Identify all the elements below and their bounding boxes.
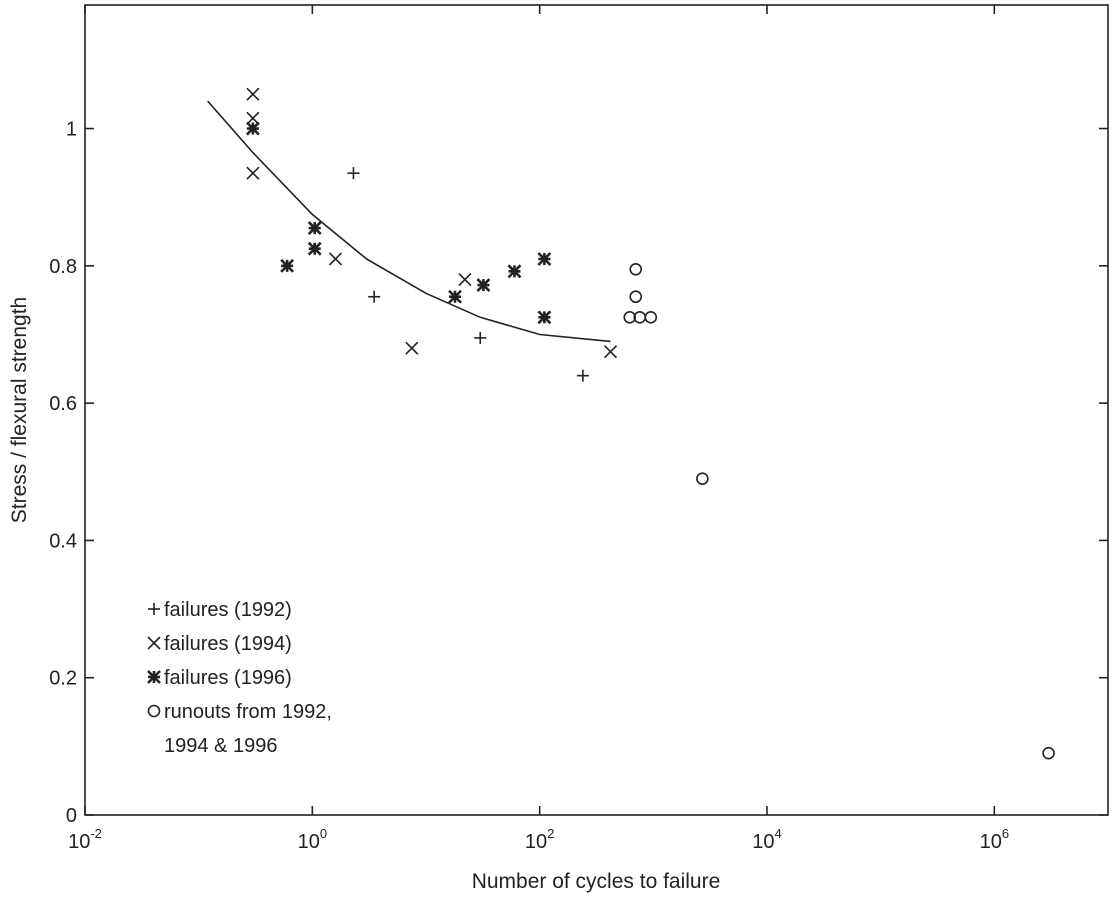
axis-ticks	[84, 5, 1108, 816]
point-asterisk	[245, 121, 260, 136]
point-asterisk	[537, 252, 552, 266]
point-x	[405, 341, 419, 355]
legend-label: runouts from 1992,	[164, 701, 332, 723]
point-x	[246, 87, 260, 101]
point-x	[246, 111, 260, 125]
legend-label: failures (1994)	[164, 633, 292, 655]
x-tick-label: 102	[525, 826, 554, 853]
point-x	[458, 273, 472, 287]
data-points	[245, 87, 1055, 760]
axis-tick-labels: 10-2 100 102 104 106 0 0.2 0.4 0.6 0.8 1	[49, 119, 1009, 853]
point-circle	[696, 472, 709, 485]
y-tick-label: 0.6	[49, 393, 77, 415]
plot-frame	[84, 4, 1109, 816]
point-circle	[629, 262, 643, 276]
x-axis-label: Number of cycles to failure	[472, 870, 721, 893]
point-plus	[576, 369, 589, 382]
y-tick-label: 0.2	[49, 668, 77, 690]
legend-marker-plus	[148, 603, 160, 615]
legend-label: failures (1996)	[164, 667, 292, 689]
point-asterisk	[280, 258, 295, 273]
point-asterisk	[476, 278, 491, 292]
point-x	[328, 252, 343, 266]
point-asterisk	[448, 289, 462, 304]
point-asterisk	[507, 264, 522, 279]
point-circle	[644, 311, 658, 324]
y-tick-label: 0.8	[49, 256, 77, 278]
point-plus	[368, 290, 381, 303]
point-plus	[474, 331, 487, 344]
legend-marker-asterisk	[147, 670, 161, 684]
x-tick-label: 104	[752, 826, 781, 853]
x-tick-label: 106	[980, 826, 1009, 853]
y-tick-label: 0	[66, 805, 77, 827]
point-x	[246, 166, 260, 180]
point-x	[603, 345, 618, 359]
legend-marker-x	[147, 636, 161, 650]
y-tick-label: 0.4	[49, 530, 77, 552]
x-tick-label: 10-2	[68, 826, 102, 853]
point-circle	[629, 290, 643, 304]
legend: failures (1992) failures (1994) failures (…	[147, 599, 332, 757]
legend-marker-circle	[147, 704, 161, 718]
point-circle	[1042, 746, 1055, 760]
legend-label: 1994 & 1996	[164, 735, 277, 757]
x-tick-label: 100	[298, 826, 327, 853]
point-plus	[347, 167, 360, 180]
legend-label: failures (1992)	[164, 599, 292, 621]
point-asterisk	[537, 310, 552, 325]
point-circle	[623, 311, 637, 324]
point-asterisk	[307, 241, 322, 256]
fit-curve	[207, 100, 611, 343]
y-tick-label: 1	[66, 119, 77, 141]
y-axis-label: Stress / flexural strength	[8, 297, 31, 523]
point-asterisk	[307, 221, 322, 236]
